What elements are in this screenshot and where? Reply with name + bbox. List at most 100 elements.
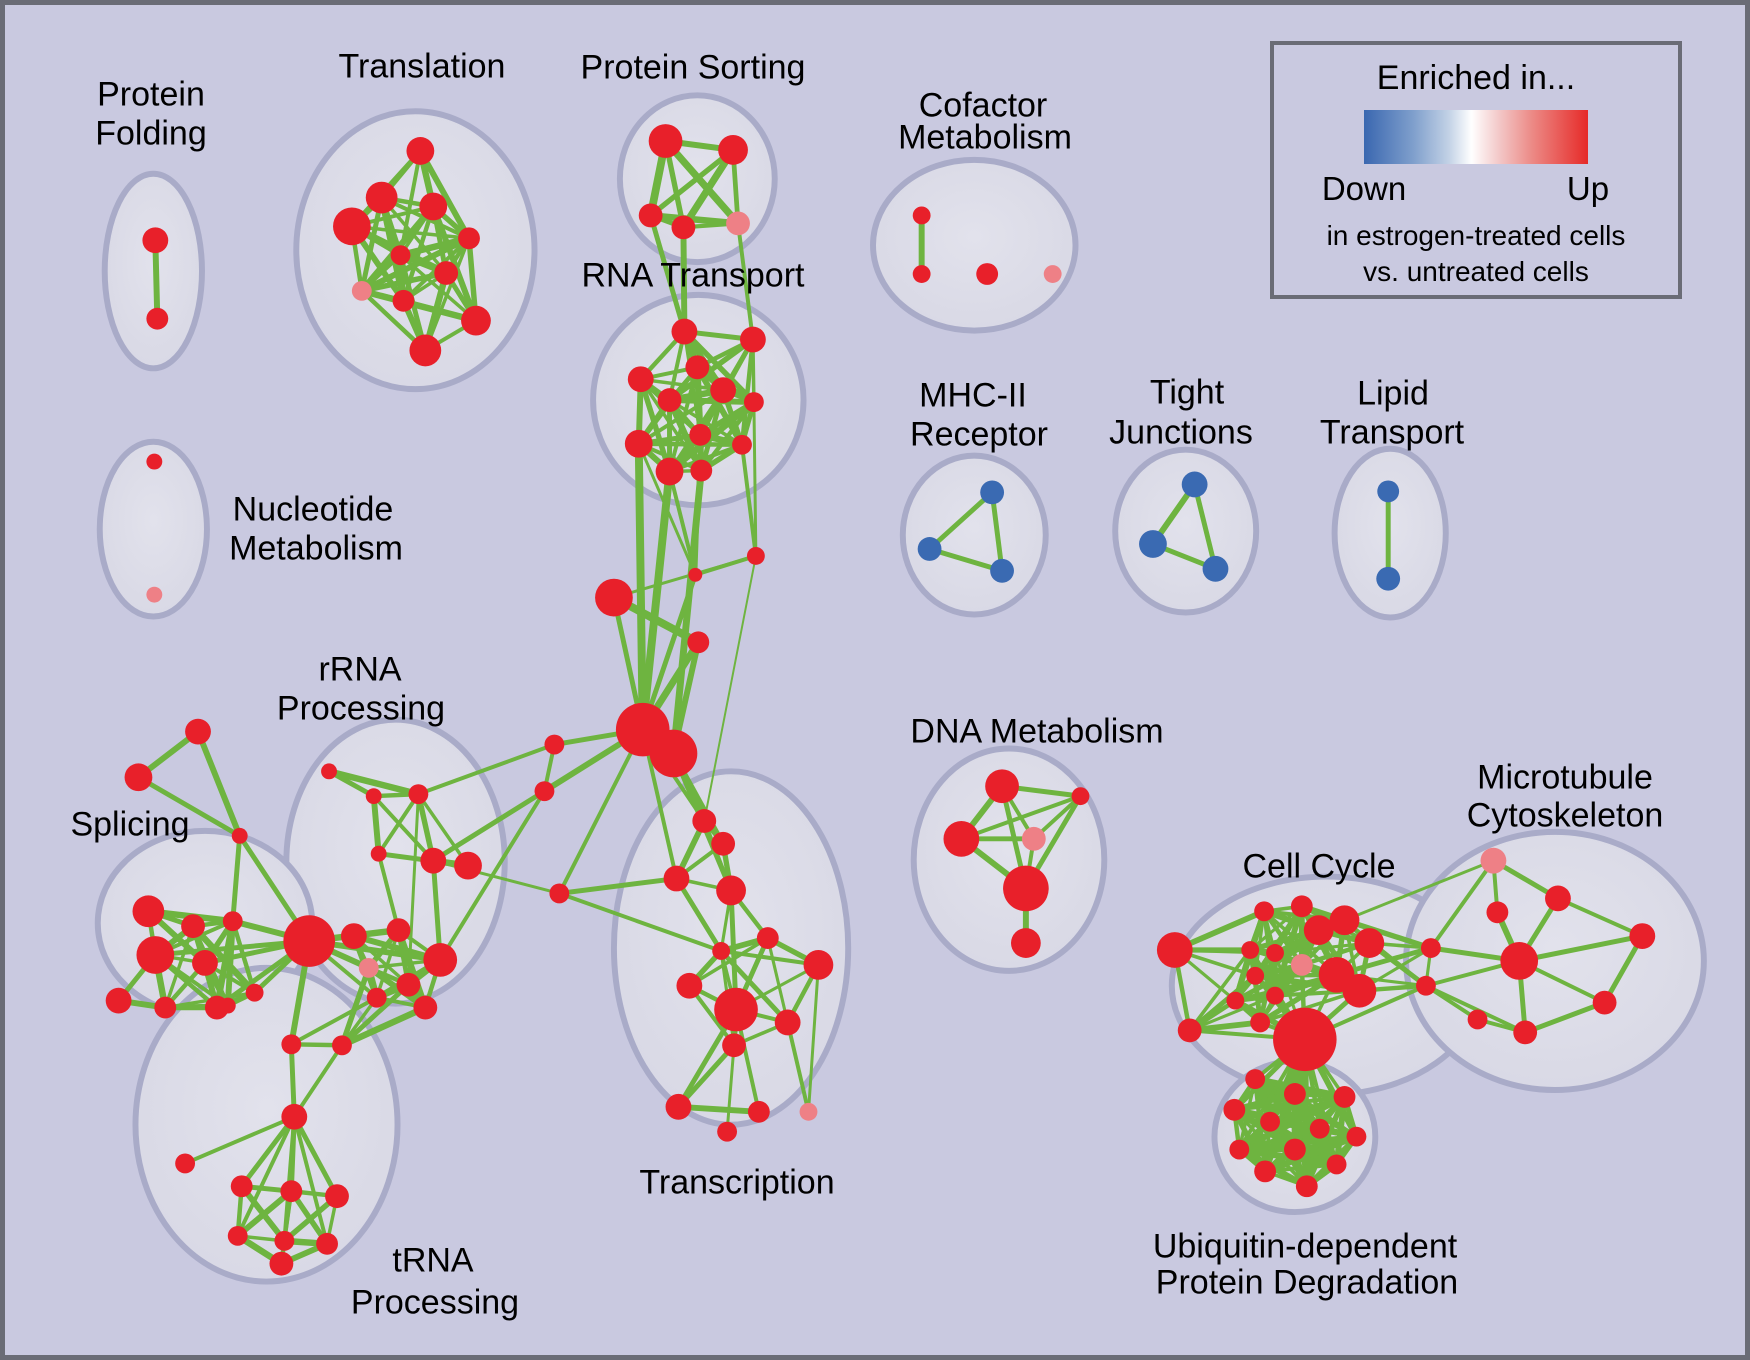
edge: [640, 572, 698, 733]
gene-set-node-x6: [316, 1232, 338, 1255]
edge: [719, 948, 821, 967]
gene-set-node-ps3: [638, 203, 663, 228]
gene-set-node-br2: [1415, 975, 1436, 996]
gene-set-node-rt4: [627, 366, 654, 393]
edge: [807, 963, 820, 1114]
gene-set-node-td: [716, 875, 746, 906]
gene-set-node-q7: [717, 1121, 738, 1142]
gene-set-node-TB: [714, 987, 758, 1032]
edge: [339, 965, 372, 1049]
edge: [1263, 1162, 1339, 1174]
gene-set-node-G2: [649, 729, 698, 778]
edge: [667, 398, 744, 447]
gene-set-node-s3: [222, 911, 243, 932]
gene-set-node-q1: [676, 972, 703, 999]
edge: [740, 442, 758, 558]
cluster-ellipse-trna-processing: [132, 964, 401, 1285]
edge: [661, 137, 742, 227]
legend-down-label: Down: [1321, 170, 1407, 207]
edge: [338, 1004, 429, 1049]
gene-set-node-t11: [409, 334, 442, 367]
edge: [989, 489, 1005, 574]
gene-set-node-mh3: [990, 558, 1014, 583]
gene-set-node-rt5: [710, 377, 737, 404]
gene-set-node-t6: [390, 245, 411, 266]
gene-set-node-t3: [419, 192, 448, 221]
gene-set-node-cc6: [1266, 944, 1284, 962]
edge: [289, 995, 379, 1047]
edge: [235, 1114, 297, 1238]
legend-title: Enriched in...: [1376, 59, 1576, 97]
gene-set-node-tj3: [1202, 555, 1229, 582]
gene-set-node-rt11: [655, 457, 684, 486]
edge: [647, 212, 742, 227]
gene-set-node-u4: [1223, 1098, 1246, 1121]
gene-set-node-x3: [325, 1184, 349, 1209]
gene-set-node-cc10: [1354, 928, 1385, 958]
edge: [371, 794, 436, 863]
edge: [1428, 858, 1496, 950]
edge: [680, 224, 688, 335]
gene-set-node-ps2: [718, 135, 748, 165]
edge: [739, 337, 756, 447]
edge: [612, 554, 758, 600]
gene-set-node-t7: [434, 261, 459, 285]
gene-set-node-s4: [136, 936, 175, 974]
edge: [675, 1103, 762, 1115]
gene-set-node-t1: [406, 137, 435, 165]
gene-set-node-q4: [665, 1093, 692, 1120]
gene-set-node-cc12: [1342, 973, 1377, 1008]
gene-set-node-m2: [386, 918, 411, 943]
edge: [239, 1114, 297, 1189]
edge: [1188, 994, 1277, 1032]
gene-set-node-x5: [274, 1230, 295, 1251]
legend-gradient-bar: [1364, 110, 1588, 164]
gene-set-node-nm2: [146, 586, 163, 603]
edge: [398, 253, 478, 323]
edge: [634, 439, 647, 734]
edge: [376, 851, 401, 933]
gene-set-node-u2: [1283, 1083, 1306, 1105]
edge: [282, 1114, 297, 1243]
edge: [667, 469, 698, 577]
gene-set-node-t4: [333, 207, 371, 246]
gene-set-node-rr3: [231, 827, 248, 844]
gene-set-node-rr2: [124, 763, 153, 792]
gene-set-node-m1: [340, 923, 367, 950]
gene-set-node-ru6: [454, 851, 482, 880]
edge: [1187, 948, 1253, 1033]
gene-set-node-mh1: [980, 480, 1005, 505]
gene-set-node-mt7: [1592, 990, 1617, 1015]
gene-set-node-m3: [423, 943, 458, 977]
gene-set-node-rt10: [732, 434, 752, 455]
gene-set-node-rt2: [740, 326, 766, 353]
edge: [339, 982, 411, 1048]
gene-set-node-rt8: [689, 423, 712, 446]
edge: [959, 794, 1083, 841]
gene-set-node-u9: [1283, 1138, 1306, 1161]
gene-set-node-ru3: [408, 784, 429, 805]
gene-set-node-x1: [230, 1175, 253, 1198]
edge: [359, 195, 385, 294]
gene-set-node-br1: [1420, 938, 1441, 958]
gene-set-node-c1: [688, 567, 703, 582]
gene-set-node-t5: [458, 227, 480, 250]
edge: [648, 212, 687, 335]
gene-set-node-mt6: [1629, 923, 1656, 950]
gene-set-node-cc15: [1226, 991, 1245, 1010]
gene-set-node-u8: [1229, 1139, 1250, 1160]
gene-set-node-u7: [1346, 1126, 1367, 1147]
gene-set-node-rt6: [657, 388, 682, 412]
edge: [1423, 983, 1528, 1035]
gene-set-node-mt2: [1545, 885, 1571, 912]
gene-set-node-c3: [746, 546, 765, 565]
gene-set-node-c4: [687, 631, 710, 654]
gene-set-node-mt8: [1513, 1020, 1538, 1045]
edge: [638, 377, 725, 392]
gene-set-node-rt12: [690, 459, 713, 482]
gene-set-node-G3: [1273, 1007, 1337, 1072]
gene-set-node-d5: [1003, 865, 1049, 912]
gene-set-node-pf2: [146, 307, 169, 330]
gene-set-node-bt: [549, 883, 570, 904]
edge: [1516, 933, 1645, 964]
